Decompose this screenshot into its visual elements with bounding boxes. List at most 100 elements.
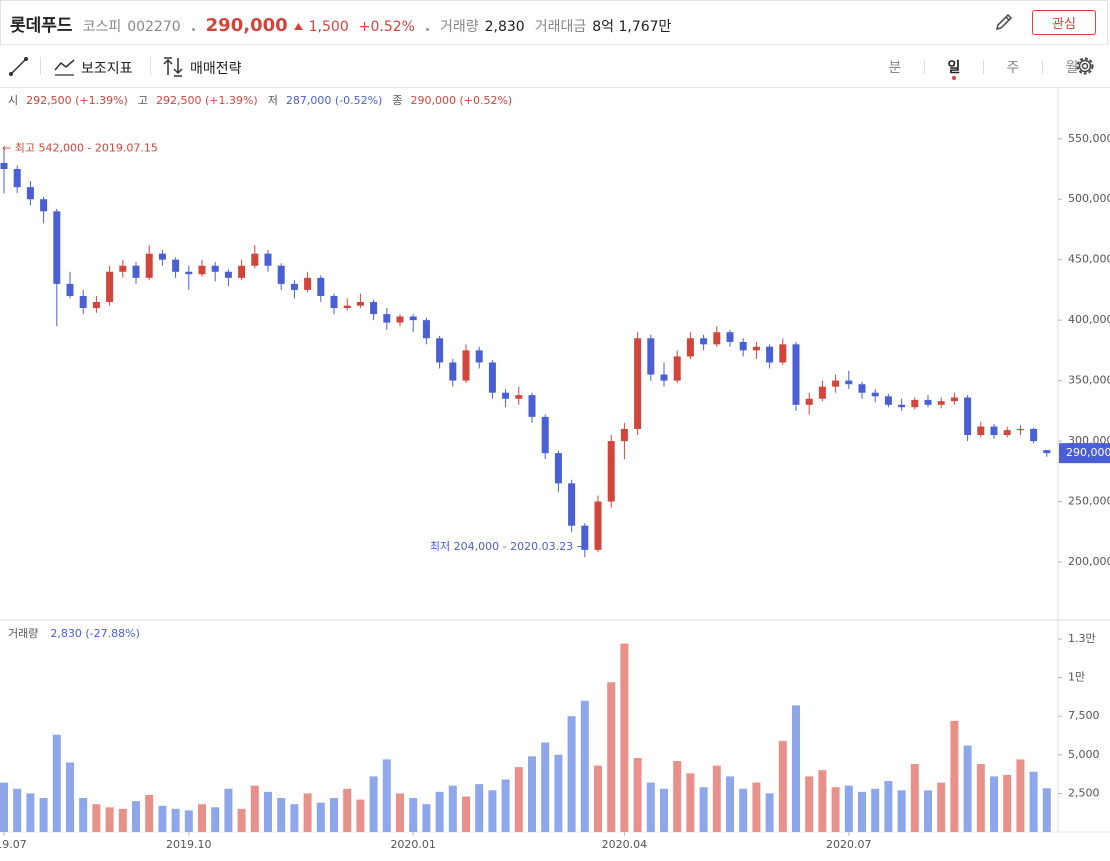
candle-body xyxy=(158,253,166,260)
settings-icon[interactable] xyxy=(1074,55,1096,77)
info-value: 292,500 (+1.39%) xyxy=(156,94,258,107)
volume-bar xyxy=(660,788,668,832)
period-tab[interactable]: 분 xyxy=(888,60,902,76)
volume-bar xyxy=(409,798,418,832)
volume-bar xyxy=(462,796,470,832)
volume-bar xyxy=(211,807,220,832)
candle-body xyxy=(290,283,298,290)
volume-bar xyxy=(871,788,880,832)
volume-bar xyxy=(897,790,906,832)
volume-bar xyxy=(198,804,206,832)
candle-body xyxy=(1016,428,1024,431)
info-label: 종 xyxy=(392,94,402,107)
annotation: 최저 204,000 - 2020.03.23 → xyxy=(430,540,586,553)
candle-body xyxy=(211,265,219,272)
candle-body xyxy=(977,426,985,436)
header xyxy=(0,0,1108,45)
period-tab[interactable]: 일 xyxy=(939,57,969,80)
edit-icon[interactable] xyxy=(994,12,1014,32)
candle-body xyxy=(805,398,813,405)
candle-body xyxy=(528,395,536,417)
candle-body xyxy=(594,501,602,550)
volume: 2,830 xyxy=(484,19,525,35)
volume-bar xyxy=(237,808,246,832)
candle-body xyxy=(607,441,615,502)
candle-body xyxy=(370,302,378,315)
market: 코스피 xyxy=(82,19,122,35)
x-tick-label: 2020.04 xyxy=(602,838,648,851)
y-tick-label: 1.3만 xyxy=(1068,632,1096,645)
x-tick-label: 2020.01 xyxy=(390,838,436,851)
separator xyxy=(425,28,429,31)
y-tick-label: 5,000 xyxy=(1068,748,1100,761)
candle-body xyxy=(185,271,193,275)
candle-body xyxy=(752,346,760,351)
volume-bar xyxy=(990,776,998,832)
candle-body xyxy=(634,338,642,429)
volume-bar xyxy=(765,793,774,832)
candle-body xyxy=(132,265,140,278)
candle-body xyxy=(409,316,417,321)
candle-body xyxy=(40,199,48,212)
y-tick-label: 1만 xyxy=(1068,671,1085,684)
candle-body xyxy=(238,265,246,278)
candle-body xyxy=(475,350,483,363)
candle-body xyxy=(660,374,668,381)
candle-body xyxy=(356,302,364,306)
volume-bar xyxy=(937,782,946,832)
tool[interactable]: 보조지표 xyxy=(81,61,133,77)
candle-body xyxy=(950,397,958,402)
candle-body xyxy=(502,392,510,399)
candle-body xyxy=(66,283,74,296)
tool[interactable]: 매매전략 xyxy=(190,61,242,77)
volume-bar xyxy=(712,765,721,832)
period-tab[interactable]: 월 xyxy=(1065,60,1079,76)
volume-bar xyxy=(924,790,932,832)
draw-tool-icon[interactable] xyxy=(8,56,30,78)
candle-body xyxy=(396,316,404,323)
candle-body xyxy=(251,253,259,266)
separator xyxy=(40,57,41,75)
period-tab[interactable]: 주 xyxy=(1006,60,1020,76)
candle-body xyxy=(845,380,853,385)
volume-bar xyxy=(13,788,22,832)
candle-body xyxy=(145,253,153,278)
watch-button[interactable]: 관심 xyxy=(1032,10,1096,35)
volume-bar xyxy=(607,682,616,832)
volume-bar xyxy=(884,781,893,832)
y-tick-label: 400,000 xyxy=(1068,313,1110,326)
candle-body xyxy=(937,401,945,405)
volume-bar xyxy=(844,785,853,832)
y-tick-label: 500,000 xyxy=(1068,192,1110,205)
volume-bar xyxy=(778,740,787,832)
volume-bar xyxy=(316,802,325,832)
volume-bar xyxy=(250,785,259,832)
candle-body xyxy=(818,386,826,399)
candle-body xyxy=(119,265,127,272)
x-tick-label: 2020.07 xyxy=(826,838,872,851)
volume-bar xyxy=(858,791,866,832)
volume-bar xyxy=(739,788,748,832)
candle-body xyxy=(1043,450,1051,454)
candle-body xyxy=(647,338,655,375)
y-tick-label: 450,000 xyxy=(1068,253,1110,266)
volume-bar xyxy=(158,805,167,832)
volume-bar xyxy=(792,705,800,832)
candle-body xyxy=(990,426,998,436)
indicator-icon[interactable] xyxy=(54,56,76,78)
volume-bar xyxy=(963,745,972,832)
strategy-icon[interactable] xyxy=(163,56,185,78)
change-pct: +0.52% xyxy=(358,19,415,35)
volume-bar xyxy=(514,767,523,832)
volume-bar xyxy=(554,754,563,832)
volume-bar xyxy=(66,762,74,832)
candle-body xyxy=(779,344,787,363)
info-value: 292,500 (+1.39%) xyxy=(26,94,128,107)
volume-bar xyxy=(422,804,431,832)
candle-body xyxy=(898,404,906,408)
candle-body xyxy=(92,302,100,309)
candle-body xyxy=(924,399,932,405)
candle-body xyxy=(224,271,232,278)
volume-bar xyxy=(567,716,576,832)
info-value: 290,000 (+0.52%) xyxy=(410,94,512,107)
